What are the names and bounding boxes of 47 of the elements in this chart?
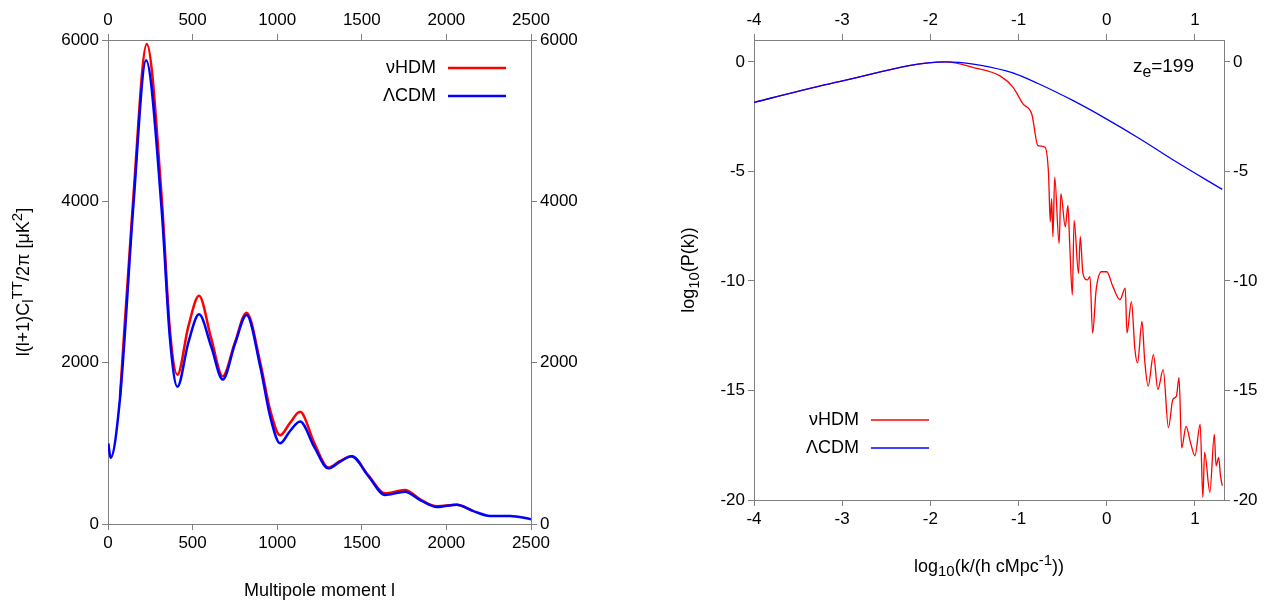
y-tick-label: 0 xyxy=(735,51,745,71)
x2-tick-label: 500 xyxy=(178,10,207,30)
x2-tick-label: -3 xyxy=(834,10,850,30)
x-tick-label: 2500 xyxy=(512,532,550,552)
x-axis-title: Multipole moment l xyxy=(243,580,396,600)
x2-tick-label: 1000 xyxy=(258,10,297,30)
y2-tick-label: 4000 xyxy=(540,191,578,211)
x-tick-label: -4 xyxy=(746,508,762,528)
x-tick-label: -2 xyxy=(922,508,938,528)
x2-tick-label: -2 xyxy=(922,10,938,30)
x2-tick-label: 1 xyxy=(1190,10,1200,30)
y2-tick-label: 0 xyxy=(1233,51,1243,71)
legend-label: νHDM xyxy=(809,408,859,429)
x-tick-label: -1 xyxy=(1010,508,1027,528)
x-tick-label: 1500 xyxy=(342,532,381,552)
y-tick-label: 6000 xyxy=(61,29,99,49)
x-tick-label: 0 xyxy=(103,532,113,552)
x2-tick-label: 2000 xyxy=(427,10,466,30)
y2-tick-label: 2000 xyxy=(540,352,578,372)
x-axis-title: log$_{10}$(k/(h cMpc$^{-1}$)) xyxy=(913,550,1065,580)
x2-tick-label: 2500 xyxy=(512,10,550,30)
x-tick-label: 2000 xyxy=(427,532,466,552)
y-tick-label: -20 xyxy=(720,489,745,509)
x-tick-label: -3 xyxy=(834,508,850,528)
x2-tick-label: -4 xyxy=(746,10,762,30)
annotation: z$_{e}$=199 xyxy=(1132,55,1194,80)
legend-label: νHDM xyxy=(386,56,436,77)
y2-tick-label: -10 xyxy=(1233,270,1258,290)
x-tick-label: 1 xyxy=(1190,508,1200,528)
y-tick-label: -15 xyxy=(720,380,745,400)
x2-tick-label: 1500 xyxy=(342,10,381,30)
legend-label: ΛCDM xyxy=(382,84,436,105)
x2-tick-label: 0 xyxy=(103,10,113,30)
y2-tick-label: -20 xyxy=(1233,489,1258,509)
y-tick-label: -5 xyxy=(729,161,745,181)
y-tick-label: -10 xyxy=(720,270,745,290)
y2-tick-label: 6000 xyxy=(540,29,578,49)
x-tick-label: 500 xyxy=(178,532,207,552)
x2-tick-label: 0 xyxy=(1101,10,1112,30)
y-tick-label: 4000 xyxy=(61,191,99,211)
y2-tick-label: -5 xyxy=(1233,161,1249,181)
legend-label: ΛCDM xyxy=(805,436,859,457)
y2-tick-label: -15 xyxy=(1233,380,1258,400)
y-tick-label: 2000 xyxy=(61,352,99,372)
x-tick-label: 1000 xyxy=(258,532,297,552)
x-tick-label: 0 xyxy=(1101,508,1112,528)
x2-tick-label: -1 xyxy=(1010,10,1027,30)
